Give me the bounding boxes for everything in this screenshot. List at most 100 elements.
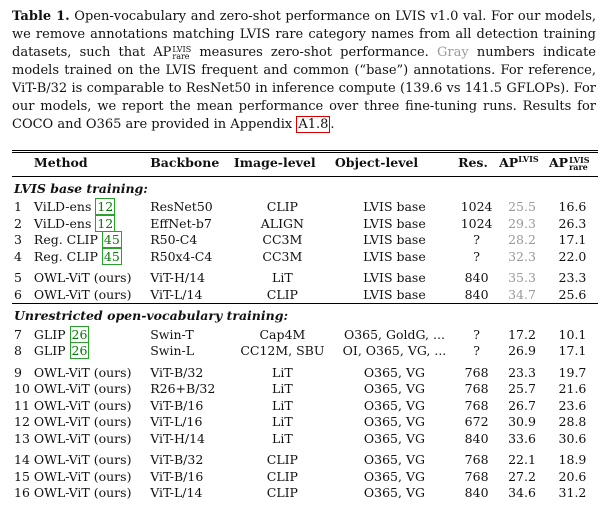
citation-link[interactable]: 26 — [69, 342, 90, 359]
header-ap-sup: LVIS — [518, 153, 539, 164]
caption-gray-word: Gray — [437, 45, 469, 60]
image-level-cell: CLIP — [266, 199, 298, 214]
table-header-row: Method Backbone Image-level Object-level… — [12, 150, 598, 176]
ap-lvis-cell: 30.9 — [508, 414, 536, 429]
method-cell: OWL-ViT (ours) — [32, 485, 148, 502]
ap-rare-cell: 10.1 — [558, 326, 587, 342]
backbone-cell: ViT-L/16 — [150, 414, 203, 429]
object-level-cell: LVIS base — [363, 248, 426, 264]
header-method: Method — [33, 155, 88, 170]
ap-lvis-cell: 32.3 — [508, 248, 536, 264]
image-level-cell: CLIP — [266, 286, 298, 302]
object-level-cell: O365, VG — [363, 430, 425, 446]
citation-link[interactable]: 45 — [101, 247, 122, 265]
backbone-cell: R26+B/32 — [150, 381, 216, 396]
backbone-cell: Swin-T — [150, 326, 194, 342]
ap-rare-cell: 16.6 — [558, 199, 587, 214]
header-backbone: Backbone — [150, 155, 220, 170]
header-ap-rare-sub: rare — [569, 161, 588, 172]
backbone-cell: ViT-H/14 — [150, 430, 206, 446]
image-level-cell: LiT — [272, 381, 293, 396]
res-cell: ? — [473, 248, 480, 264]
object-level-cell: O365, GoldG, ... — [343, 326, 445, 342]
row-number: 7 — [14, 326, 22, 342]
backbone-cell: EffNet-b7 — [150, 215, 212, 231]
row-number: 1 — [14, 199, 22, 214]
caption-text-b: measures zero-shot performance. — [191, 45, 437, 60]
header-ap-rare: APLVIS rare — [547, 150, 598, 176]
backbone-cell: ViT-B/16 — [150, 468, 204, 484]
table-row: 14 OWL-ViT (ours) ViT-B/32 CLIP O365, VG 768 2… — [12, 447, 598, 469]
image-level-cell: CC3M — [262, 232, 303, 247]
table-row: 15 OWL-ViT (ours) ViT-B/16 CLIP O365, VG 768 2… — [12, 469, 598, 486]
object-level-cell: O365, VG — [363, 414, 425, 429]
res-cell: 672 — [464, 414, 489, 429]
backbone-cell: ViT-H/14 — [150, 270, 206, 285]
object-level-cell: LVIS base — [363, 270, 426, 285]
ap-rare-cell: 22.0 — [558, 248, 587, 264]
header-object-level: Object-level — [334, 155, 419, 170]
section-title: LVIS base training: — [12, 175, 598, 199]
backbone-cell: ViT-L/14 — [150, 286, 203, 302]
ap-lvis-cell: 29.3 — [508, 215, 536, 231]
object-level-cell: O365, VG — [363, 452, 425, 467]
ap-lvis-cell: 17.2 — [508, 326, 536, 342]
backbone-cell: ViT-L/14 — [150, 485, 203, 500]
method-cell: OWL-ViT (ours) — [32, 398, 148, 415]
row-number: 15 — [14, 468, 30, 484]
image-level-cell: CLIP — [266, 485, 298, 500]
res-cell: ? — [473, 232, 480, 247]
header-res: Res. — [458, 155, 488, 170]
ap-lvis-cell: 22.1 — [508, 452, 536, 467]
method-name: OWL-ViT (ours) — [33, 381, 132, 396]
method-name: OWL-ViT (ours) — [33, 452, 132, 467]
backbone-cell: ViT-B/32 — [150, 452, 204, 467]
caption-ap-rare: APLVIS rare — [153, 45, 191, 60]
image-level-cell: CC12M, SBU — [240, 343, 325, 358]
appendix-link[interactable]: A1.8 — [296, 116, 331, 133]
row-number: 11 — [14, 397, 30, 413]
method-cell: GLIP 26 — [32, 325, 148, 344]
row-number: 10 — [14, 381, 30, 396]
table-body: LVIS base training: 1 ViLD-ens 12 ResNet50 C… — [12, 175, 598, 502]
backbone-cell: R50-C4 — [150, 232, 198, 247]
citation-link[interactable]: 12 — [95, 214, 116, 232]
method-name: OWL-ViT (ours) — [33, 468, 132, 484]
method-cell: OWL-ViT (ours) — [32, 287, 148, 304]
ap-lvis-cell: 23.3 — [508, 364, 536, 380]
table-row: 11 OWL-ViT (ours) ViT-B/16 LiT O365, VG 768 26… — [12, 398, 598, 415]
res-cell: 768 — [464, 397, 489, 413]
citation-link[interactable]: 45 — [101, 231, 122, 248]
ap-lvis-cell: 34.7 — [508, 286, 536, 302]
table-row: 9 OWL-ViT (ours) ViT-B/32 LiT O365, VG 768 23.… — [12, 360, 598, 382]
row-number: 9 — [14, 364, 22, 380]
row-number: 13 — [14, 430, 30, 446]
method-cell: GLIP 26 — [32, 342, 148, 360]
method-name: OWL-ViT (ours) — [33, 485, 132, 500]
image-level-cell: Cap4M — [259, 326, 306, 342]
results-table: Method Backbone Image-level Object-level… — [12, 150, 598, 502]
method-cell: OWL-ViT (ours) — [32, 265, 148, 287]
method-cell: ViLD-ens 12 — [32, 214, 148, 233]
ap-rare-cell: 26.3 — [558, 215, 587, 231]
object-level-cell: O365, VG — [363, 468, 425, 484]
backbone-cell: Swin-L — [150, 343, 195, 358]
object-level-cell: O365, VG — [363, 364, 425, 380]
method-name: ViLD-ens — [33, 215, 92, 231]
ap-rare-cell: 17.1 — [558, 343, 587, 358]
method-cell: OWL-ViT (ours) — [32, 381, 148, 398]
citation-link[interactable]: 26 — [69, 325, 90, 343]
method-name: Reg. CLIP — [33, 232, 98, 247]
section-header-row: Unrestricted open-vocabulary training: — [12, 303, 598, 327]
res-cell: 768 — [464, 468, 489, 484]
object-level-cell: LVIS base — [363, 286, 426, 302]
citation-link[interactable]: 12 — [95, 198, 116, 215]
table-caption: Table 1. Open-vocabulary and zero-shot p… — [12, 8, 596, 134]
ap-lvis-cell: 34.6 — [508, 485, 536, 500]
header-ap-lvis: APLVIS — [497, 150, 547, 176]
row-number: 4 — [14, 248, 22, 264]
row-number: 14 — [14, 452, 30, 467]
caption-ap-base: AP — [153, 45, 172, 60]
method-name: GLIP — [33, 326, 66, 342]
section-title: Unrestricted open-vocabulary training: — [12, 303, 598, 327]
